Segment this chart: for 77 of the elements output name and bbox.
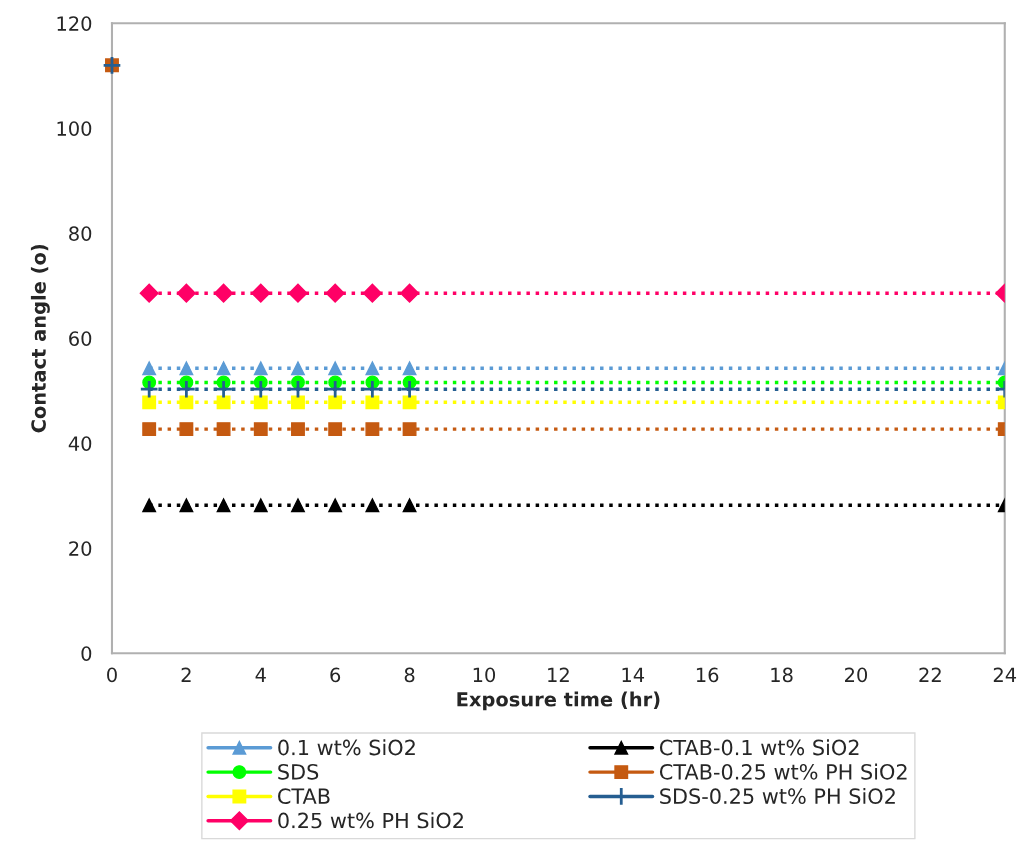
legend-label: CTAB-0.1 wt% SiO2	[659, 739, 859, 756]
point	[362, 283, 382, 303]
x-tick-label: 14	[622, 667, 645, 682]
x-tick-label: 22	[919, 667, 941, 682]
point	[142, 498, 157, 513]
y-axis-title: Contact angle (o)	[30, 244, 50, 433]
point	[402, 361, 417, 376]
point	[365, 498, 380, 513]
point	[362, 379, 383, 399]
point	[402, 422, 417, 437]
point	[253, 422, 268, 437]
x-tick-label: 12	[548, 667, 569, 682]
point	[142, 395, 157, 410]
legend-label: 0.1 wt% SiO2	[278, 739, 415, 756]
point	[253, 395, 268, 410]
point	[328, 498, 343, 513]
x-tick-label: 0	[107, 667, 117, 683]
point	[214, 283, 234, 303]
point	[288, 283, 308, 303]
legend-label: 0.25 wt% PH SiO2	[278, 812, 463, 829]
point	[325, 379, 345, 399]
point	[179, 361, 194, 376]
point	[216, 422, 231, 437]
point	[328, 361, 343, 376]
point	[328, 422, 343, 437]
point	[365, 361, 380, 376]
point	[176, 283, 196, 303]
point	[139, 379, 159, 399]
point	[176, 379, 197, 399]
point	[179, 498, 194, 513]
point	[399, 379, 420, 399]
point	[216, 395, 231, 410]
point	[400, 283, 420, 303]
y-tick-label: 20	[69, 541, 92, 556]
y-tick-label: 100	[57, 121, 92, 136]
point	[402, 498, 417, 513]
legend-label: CTAB-0.25 wt% PH SiO2	[659, 763, 907, 780]
point	[325, 283, 345, 303]
point	[291, 498, 305, 513]
x-tick-label: 2	[181, 667, 191, 682]
point	[365, 422, 380, 437]
x-tick-label: 10	[473, 667, 496, 683]
point	[216, 498, 231, 513]
point	[253, 498, 268, 513]
point	[402, 395, 417, 410]
x-tick-label: 24	[993, 667, 1017, 682]
y-tick-label: 40	[68, 436, 92, 451]
point	[251, 283, 271, 303]
point	[291, 395, 305, 410]
point	[291, 361, 305, 376]
y-tick-label: 80	[69, 226, 92, 241]
point	[288, 379, 308, 399]
x-tick-label: 8	[404, 667, 415, 683]
x-tick-label: 20	[845, 667, 868, 683]
point	[365, 395, 380, 410]
point	[251, 379, 271, 399]
y-tick-label: 60	[69, 331, 92, 346]
x-axis-title: Exposure time (hr)	[457, 691, 660, 711]
point	[142, 422, 157, 437]
x-tick-label: 16	[696, 667, 719, 683]
point	[253, 361, 268, 376]
y-tick-label: 0	[81, 646, 92, 661]
point	[139, 283, 159, 303]
point	[179, 395, 194, 410]
legend-label: SDS-0.25 wt% PH SiO2	[660, 787, 895, 805]
point	[328, 395, 343, 410]
x-tick-label: 6	[330, 667, 341, 683]
point	[213, 379, 234, 399]
y-tick-label: 120	[57, 16, 92, 31]
x-tick-label: 4	[255, 667, 266, 682]
legend-label: SDS	[278, 763, 319, 780]
x-tick-label: 18	[771, 667, 793, 683]
point	[179, 422, 194, 437]
legend-label: CTAB	[278, 788, 330, 805]
point	[291, 422, 305, 437]
point	[216, 361, 231, 376]
point	[142, 361, 157, 376]
